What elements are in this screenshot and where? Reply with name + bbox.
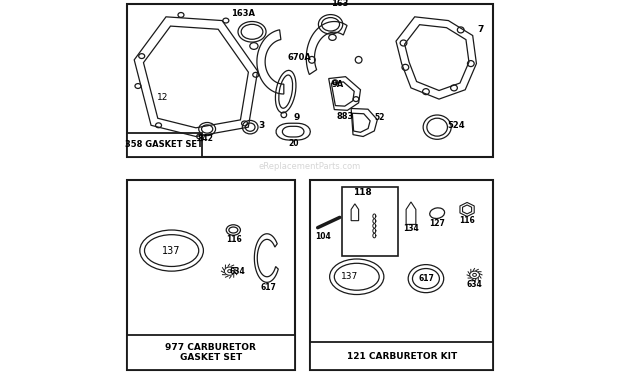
Text: 977 CARBURETOR
GASKET SET: 977 CARBURETOR GASKET SET (166, 343, 256, 362)
Text: 127: 127 (429, 219, 445, 228)
Text: 9A: 9A (332, 80, 344, 89)
Bar (126, 335, 295, 370)
Text: 634: 634 (467, 280, 482, 289)
Text: 121 CARBURETOR KIT: 121 CARBURETOR KIT (347, 352, 457, 361)
Text: 670A: 670A (288, 53, 311, 62)
Text: 163: 163 (331, 0, 348, 8)
Text: 3: 3 (259, 121, 265, 130)
Text: 104: 104 (315, 232, 331, 241)
Text: eReplacementParts.com: eReplacementParts.com (259, 162, 361, 171)
Text: 116: 116 (459, 216, 475, 225)
Text: 883: 883 (337, 112, 354, 121)
Bar (126, 180, 295, 370)
Text: 52: 52 (374, 113, 384, 122)
Bar (310, 180, 494, 370)
Text: 137: 137 (340, 272, 358, 281)
Text: 20: 20 (288, 140, 298, 148)
Text: 358 GASKET SET: 358 GASKET SET (125, 140, 203, 149)
Bar (310, 342, 494, 370)
Bar (126, 133, 202, 157)
Text: 163A: 163A (231, 9, 255, 18)
Text: 7: 7 (477, 25, 484, 34)
Text: 9: 9 (294, 113, 300, 122)
Bar (126, 4, 494, 157)
Text: 134: 134 (403, 224, 419, 233)
Text: 524: 524 (448, 121, 466, 130)
Text: 617: 617 (261, 283, 277, 292)
Text: 116: 116 (226, 235, 242, 244)
Text: 118: 118 (353, 188, 372, 197)
Text: 12: 12 (157, 93, 168, 102)
Text: 137: 137 (162, 246, 181, 255)
Text: 634: 634 (230, 267, 246, 276)
Text: 617: 617 (418, 274, 434, 283)
Text: 842: 842 (197, 134, 213, 143)
Bar (342, 187, 398, 256)
